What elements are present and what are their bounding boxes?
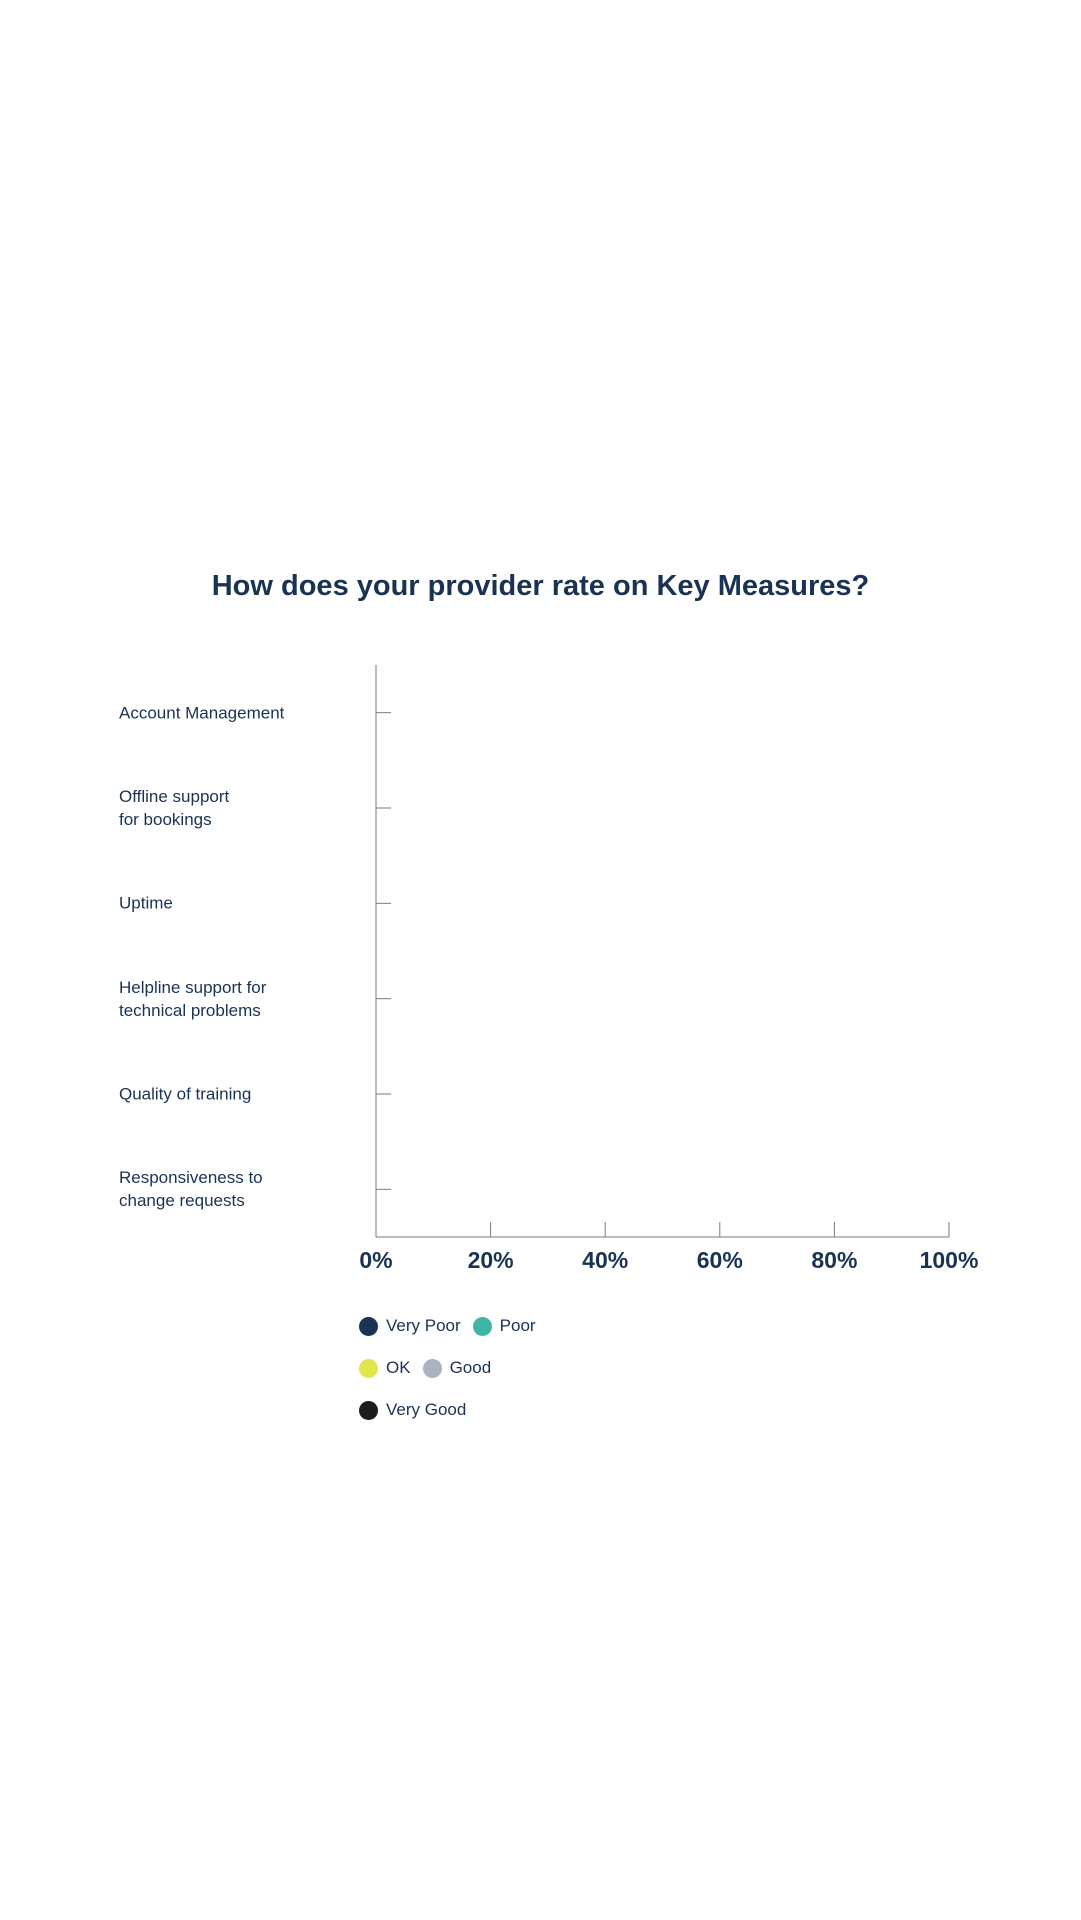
x-tick-label: 0% <box>359 1247 392 1273</box>
legend-item: Very Good <box>359 1398 466 1422</box>
legend-item: OK <box>359 1356 411 1380</box>
x-tick-label: 40% <box>582 1247 628 1273</box>
y-tick-label: Helpline support for technical problems <box>119 977 267 1020</box>
y-tick-label: Quality of training <box>119 1084 252 1104</box>
legend-label: Very Poor <box>386 1316 461 1335</box>
y-tick-label: Responsiveness to change requests <box>119 1168 263 1211</box>
x-tick-label: 60% <box>697 1247 743 1273</box>
legend: Very Poor Poor OK Good Very Good <box>359 1314 559 1422</box>
legend-label: Good <box>449 1358 492 1377</box>
x-tick-label: 80% <box>811 1247 857 1273</box>
legend-swatch <box>472 1316 492 1336</box>
legend-label: Very Good <box>386 1400 467 1419</box>
legend-item: Very Poor <box>359 1314 461 1338</box>
legend-swatch <box>359 1400 378 1420</box>
y-tick-label: Uptime <box>119 893 173 913</box>
legend-swatch <box>359 1316 378 1336</box>
legend-item: Poor <box>472 1314 536 1338</box>
legend-label: Poor <box>499 1316 536 1335</box>
legend-swatch <box>359 1358 378 1378</box>
legend-swatch <box>422 1358 442 1378</box>
x-tick-label: 100% <box>920 1247 979 1273</box>
y-tick-label: Account Management <box>119 703 285 723</box>
legend-label: OK <box>386 1358 411 1377</box>
legend-item: Good <box>422 1356 492 1380</box>
x-tick-label: 20% <box>468 1247 514 1273</box>
chart-title: How does your provider rate on Key Measu… <box>211 570 870 602</box>
y-tick-label: Offline support for bookings <box>119 787 230 829</box>
